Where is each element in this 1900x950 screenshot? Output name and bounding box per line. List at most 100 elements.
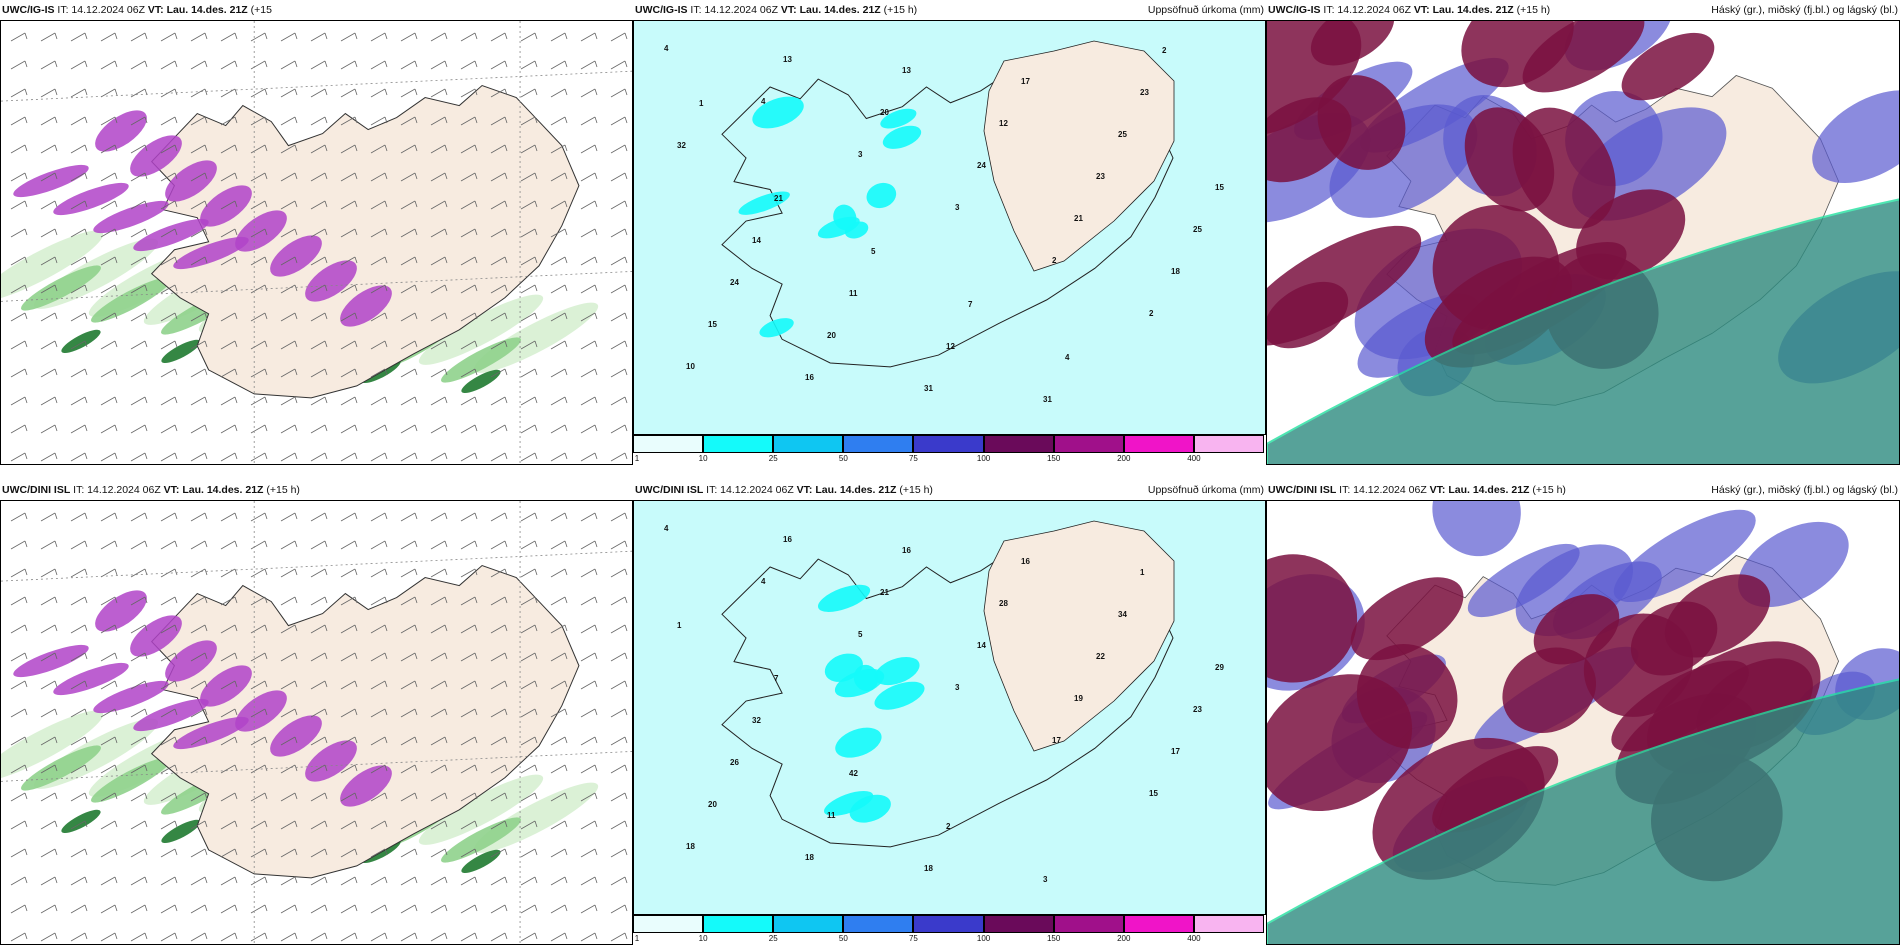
wind-barb [220,32,238,42]
wind-barb [40,396,58,406]
wind-barb [10,200,28,210]
precip-value: 23 [1140,88,1149,97]
wind-barb [550,144,568,154]
panel-bottom-mid: UWC/DINI ISL IT: 14.12.2024 06Z VT: Lau.… [633,480,1266,945]
colorbar-swatch [773,435,844,453]
wind-barb [430,200,448,210]
wind-barb [40,512,58,522]
precip-band [1,230,104,301]
wind-barb [490,32,508,42]
wind-barb [340,652,358,662]
wind-barb [340,144,358,154]
wind-barb [370,512,388,522]
wind-barb [580,284,598,294]
wind-barb [130,652,148,662]
precip-band [91,757,171,803]
precip-value: 21 [880,588,889,597]
lead-time: (+15 h) [263,484,300,496]
colorbar-swatch [913,435,984,453]
precip-colorbar: 1 10 25 50 75 100 150 200 400 [633,915,1266,945]
precip-colorbar: 1 10 25 50 75 100 150 200 400 [633,435,1266,465]
wind-barb [250,116,268,126]
colorbar-tick: 75 [908,934,918,943]
wind-barb [430,340,448,350]
wind-barb [400,792,418,802]
mid-cloud [1812,90,1899,183]
wind-barb [190,60,208,70]
wind-barb [250,624,268,634]
wind-barb [220,652,238,662]
wind-barb [280,60,298,70]
wind-barb [400,512,418,522]
wind-barb [610,512,628,522]
wind-barb [250,32,268,42]
wind-barb [490,596,508,606]
wind-barb [190,88,208,98]
wind-barb [460,876,478,886]
wind-barb [190,32,208,42]
colorbar-swatch [1193,435,1264,453]
wind-barb [310,764,328,774]
wind-barb [130,116,148,126]
wind-barb [220,512,238,522]
wind-barb [40,60,58,70]
wind-barb [220,820,238,830]
wind-barb [520,88,538,98]
wind-barb [70,708,88,718]
wind-barb [130,32,148,42]
wind-barb [490,256,508,266]
wind-barb [550,932,568,942]
wind-barb [40,368,58,378]
wind-barb [550,116,568,126]
wind-barb [280,512,298,522]
wind-barb [340,172,358,182]
wind-barb [310,32,328,42]
wind-barb [10,144,28,154]
wind-barb [610,32,628,42]
wind-barb [430,876,448,886]
wind-barb [100,452,118,462]
precip-value: 20 [708,800,717,809]
wind-barb [400,652,418,662]
precip-value: 29 [1215,663,1224,672]
wind-barb [310,88,328,98]
wind-barb [250,680,268,690]
wind-barb [220,904,238,914]
wind-map [0,500,633,945]
wind-barb [160,904,178,914]
wind-barb [130,396,148,406]
colorbar-tick: 1 [634,934,640,943]
wind-barb [100,568,118,578]
wind-barb [40,876,58,886]
wind-barb [100,764,118,774]
precip-value: 3 [955,203,960,212]
precip-value: 31 [1043,395,1052,404]
wind-barb [400,200,418,210]
wind-barb [310,652,328,662]
wind-barb [310,876,328,886]
wind-barb [100,624,118,634]
wind-barb [100,60,118,70]
wind-barb [160,792,178,802]
wind-barb [370,284,388,294]
wind-barb [70,736,88,746]
snow-band [13,164,89,198]
wind-barb [280,568,298,578]
wind-barb [310,228,328,238]
panel-header: UWC/DINI ISL IT: 14.12.2024 06Z VT: Lau.… [0,480,633,500]
wind-barb [310,172,328,182]
wind-barb [130,820,148,830]
wind-barb [310,904,328,914]
wind-barb [520,452,538,462]
wind-barb [520,820,538,830]
wind-barb [250,172,268,182]
precip-value: 12 [946,342,955,351]
snow-band [305,740,357,782]
precip-value: 17 [1171,747,1180,756]
precip-patch [880,108,917,129]
wind-barb [460,312,478,322]
wind-barb [190,932,208,942]
wind-barb [340,708,358,718]
wind-barb [190,876,208,886]
wind-barb [340,116,358,126]
